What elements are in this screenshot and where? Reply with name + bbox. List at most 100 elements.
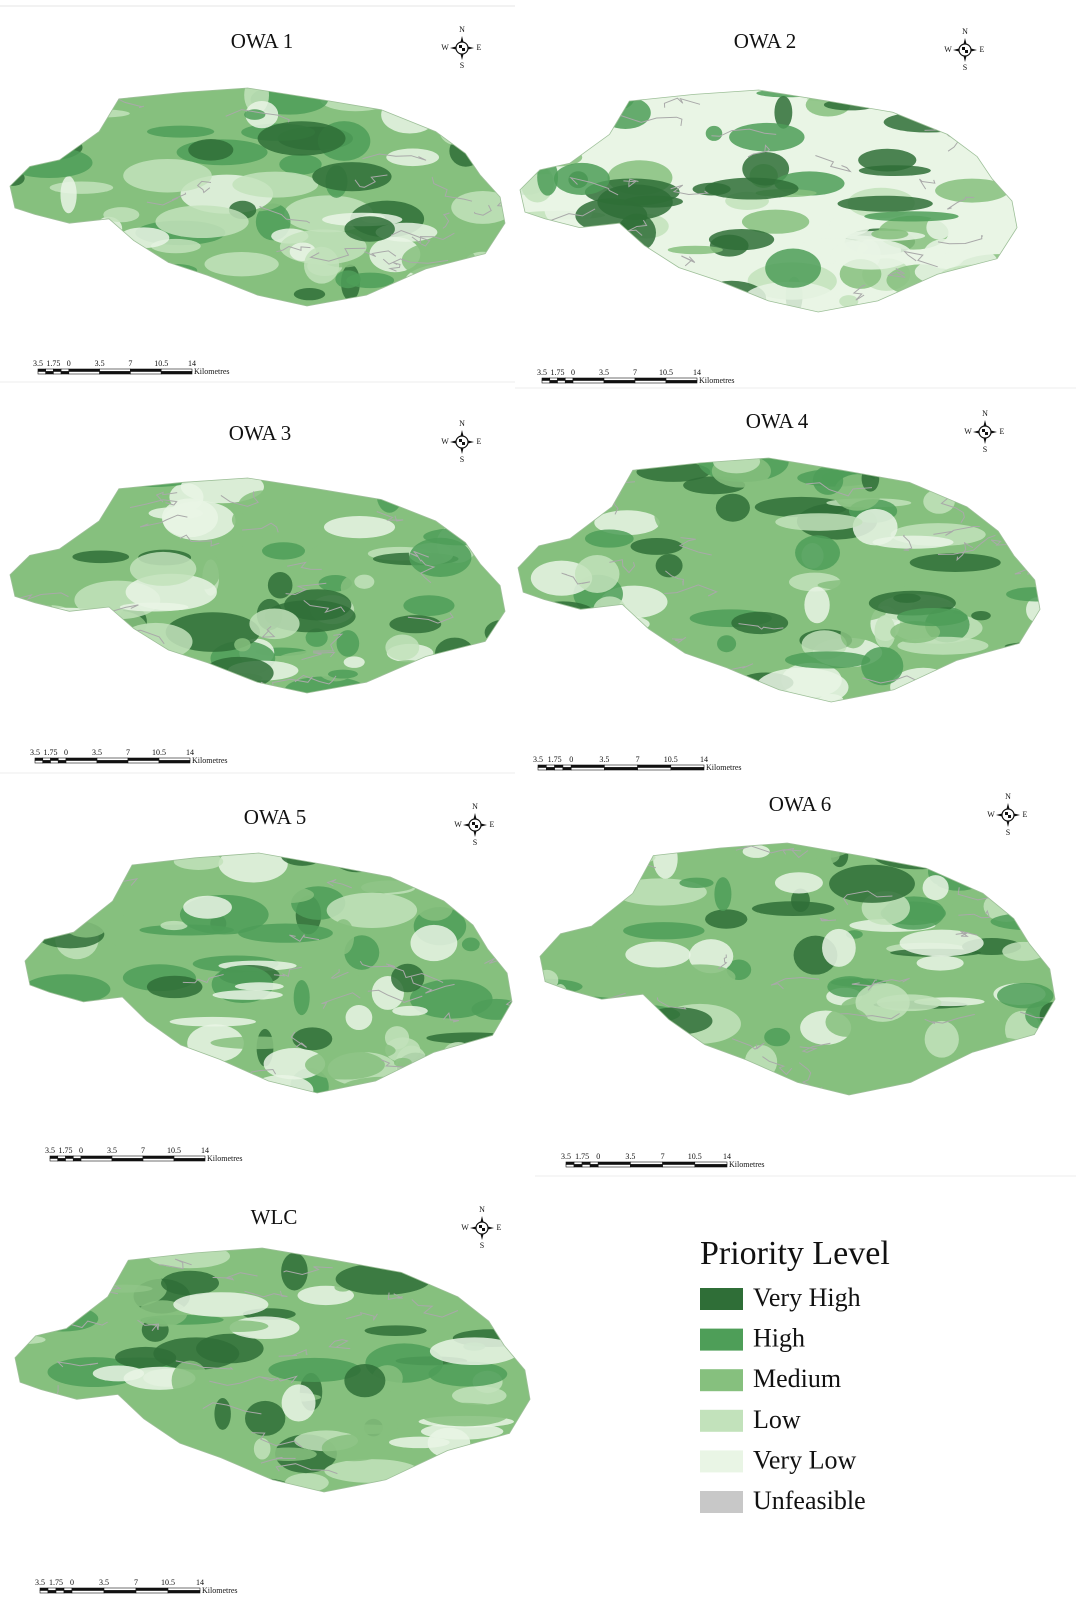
scale-label: 1.75 (59, 1146, 73, 1155)
legend-label: Very Low (753, 1445, 856, 1474)
compass-south: S (460, 61, 464, 70)
priority-map (507, 833, 1076, 1105)
priority-map (0, 76, 540, 322)
compass-west: W (461, 1223, 469, 1232)
compass-east: E (1000, 427, 1005, 436)
scale-label: 1.75 (551, 368, 565, 377)
scale-label: 7 (636, 755, 640, 764)
panel-title: OWA 2 (734, 29, 796, 53)
scale-label: 7 (633, 368, 637, 377)
scale-label: 3.5 (625, 1152, 635, 1161)
compass-west: W (964, 427, 972, 436)
scale-label: 10.5 (688, 1152, 702, 1161)
priority-map (3, 467, 527, 705)
scale-label: 7 (141, 1146, 145, 1155)
scale-label: 7 (661, 1152, 665, 1161)
compass-south: S (480, 1241, 484, 1250)
legend-title: Priority Level (700, 1235, 890, 1272)
scale-unit: Kilometres (729, 1160, 765, 1169)
scale-label: 10.5 (161, 1578, 175, 1587)
compass-north: N (962, 27, 968, 36)
priority-map (478, 442, 1067, 707)
scale-label: 1.75 (49, 1578, 63, 1587)
compass-west: W (441, 43, 449, 52)
map-panel: OWA 2NSEW3.51.7503.5710.514Kilometres (496, 27, 1049, 385)
scale-bar: 3.51.7503.5710.514Kilometres (537, 368, 735, 385)
panel-title: OWA 1 (231, 29, 293, 53)
scale-bar: 3.51.7503.5710.514Kilometres (45, 1146, 243, 1163)
scale-label: 0 (571, 368, 575, 377)
scale-unit: Kilometres (706, 763, 742, 772)
scale-label: 3.5 (92, 748, 102, 757)
scale-label: 10.5 (154, 359, 168, 368)
scale-label: 3.5 (33, 359, 43, 368)
panel-title: WLC (251, 1205, 298, 1229)
priority-map (0, 1244, 566, 1503)
panel-title: OWA 4 (746, 409, 809, 433)
compass-north: N (459, 419, 465, 428)
scale-label: 3.5 (561, 1152, 571, 1161)
compass-west: W (454, 820, 462, 829)
scale-unit: Kilometres (192, 756, 228, 765)
scale-label: 7 (126, 748, 130, 757)
legend-label: Medium (753, 1364, 841, 1393)
scale-label: 0 (70, 1578, 74, 1587)
scale-label: 3.5 (599, 755, 609, 764)
scale-unit: Kilometres (194, 367, 230, 376)
panel-title: OWA 3 (229, 421, 291, 445)
legend-swatch (700, 1369, 743, 1391)
scale-label: 0 (569, 755, 573, 764)
legend-swatch (700, 1288, 743, 1310)
legend: Priority LevelVery HighHighMediumLowVery… (700, 1235, 890, 1515)
scale-label: 10.5 (664, 755, 678, 764)
compass-south: S (983, 445, 987, 454)
compass-east: E (477, 437, 482, 446)
map-panel: OWA 5NSEW3.51.7503.5710.514Kilometres (0, 802, 530, 1163)
scale-label: 3.5 (107, 1146, 117, 1155)
scale-label: 3.5 (95, 359, 105, 368)
panel-title: OWA 6 (769, 792, 831, 816)
compass: NSEW (944, 27, 984, 72)
scale-label: 0 (596, 1152, 600, 1161)
scale-label: 10.5 (167, 1146, 181, 1155)
compass-east: E (1023, 810, 1028, 819)
scale-label: 10.5 (152, 748, 166, 757)
scale-label: 3.5 (35, 1578, 45, 1587)
compass-west: W (987, 810, 995, 819)
scale-label: 0 (64, 748, 68, 757)
compass-east: E (980, 45, 985, 54)
scale-label: 3.5 (99, 1578, 109, 1587)
compass-north: N (459, 25, 465, 34)
scale-label: 3.5 (599, 368, 609, 377)
legend-label: Low (753, 1405, 801, 1434)
compass: N S E W (441, 419, 481, 464)
compass-east: E (497, 1223, 502, 1232)
compass-south: S (1006, 828, 1010, 837)
compass-south: S (460, 455, 464, 464)
compass-north: N (472, 802, 478, 811)
scale-label: 3.5 (45, 1146, 55, 1155)
figure: OWA 1NSEW3.51.7503.5710.514KilometresOWA… (0, 0, 1076, 1599)
legend-swatch (700, 1329, 743, 1351)
legend-label: Very High (753, 1283, 861, 1312)
scale-unit: Kilometres (699, 376, 735, 385)
scale-label: 3.5 (30, 748, 40, 757)
legend-swatch (700, 1410, 743, 1432)
compass-north: N (1005, 792, 1011, 801)
scale-label: 1.75 (44, 748, 58, 757)
legend-swatch (700, 1450, 743, 1472)
scale-label: 7 (134, 1578, 138, 1587)
scale-label: 0 (67, 359, 71, 368)
compass-west: W (441, 437, 449, 446)
legend-label: Unfeasible (753, 1486, 866, 1515)
scale-label: 1.75 (548, 755, 562, 764)
